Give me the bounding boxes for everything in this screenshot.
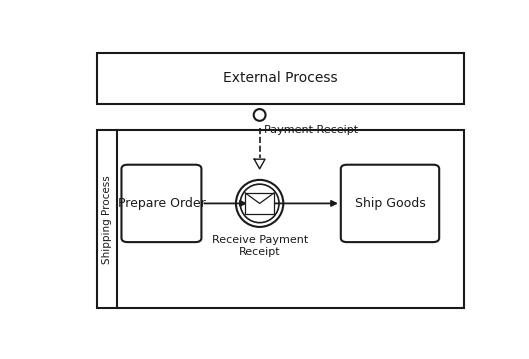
Text: Ship Goods: Ship Goods [354,197,425,210]
Bar [245,193,274,214]
Text: External Process: External Process [223,71,338,85]
Ellipse shape [240,184,279,223]
Text: Shipping Process: Shipping Process [102,175,112,264]
Ellipse shape [236,180,284,227]
FancyBboxPatch shape [341,165,439,242]
FancyBboxPatch shape [122,165,202,242]
Text: Prepare Order: Prepare Order [117,197,205,210]
Text: Payment Receipt: Payment Receipt [264,125,358,135]
Ellipse shape [254,109,266,121]
Bar [97,53,464,104]
Bar [97,130,464,308]
Text: Receive Payment
Receipt: Receive Payment Receipt [212,235,308,257]
